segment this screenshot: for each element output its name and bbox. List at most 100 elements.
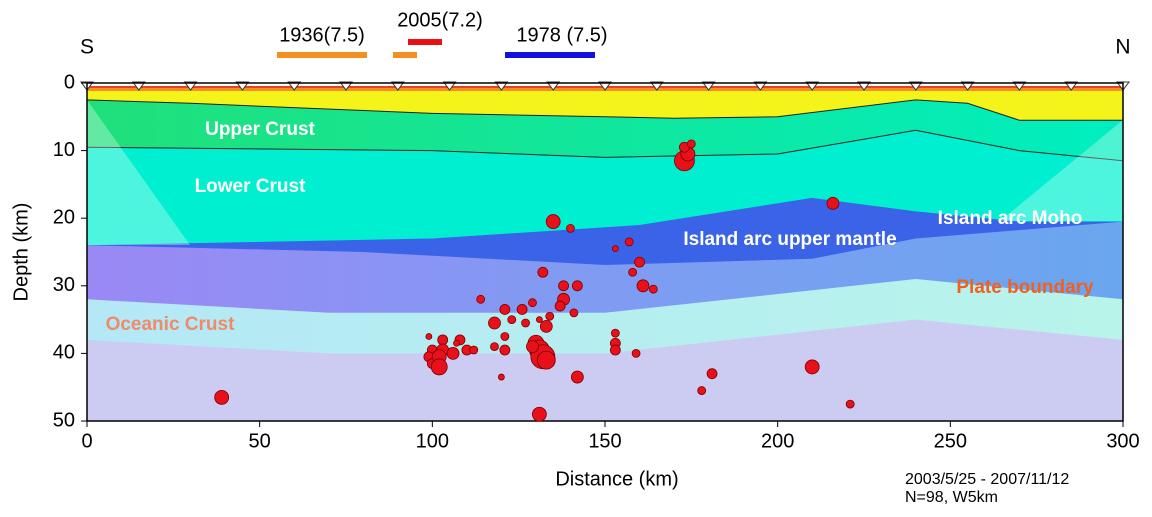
earthquake [497, 373, 505, 381]
station [598, 81, 612, 91]
station [701, 81, 716, 91]
shade-right [1000, 120, 1123, 221]
footnote: 2003/5/25 - 2007/11/12 [905, 471, 1069, 488]
station [805, 81, 820, 91]
event-label: 2005(7.2) [397, 9, 483, 31]
earthquake [535, 316, 543, 324]
earthquake [558, 280, 569, 292]
y-tick-label: 10 [53, 139, 75, 161]
earthquake [469, 345, 479, 355]
layer-label: Oceanic Crust [106, 314, 235, 335]
x-axis-label: Distance (km) [555, 468, 678, 490]
earthquake [425, 333, 433, 340]
station [908, 81, 923, 91]
earthquake [500, 332, 510, 341]
x-tick-label: 50 [249, 430, 271, 452]
station [390, 81, 405, 91]
earthquake [488, 316, 501, 330]
earthquake [507, 315, 517, 325]
x-tick-label: 200 [761, 430, 794, 452]
earthquake [554, 300, 566, 312]
earthquake [531, 406, 547, 422]
y-tick-label: 30 [53, 274, 75, 296]
layer-label: Plate boundary [956, 277, 1094, 298]
event-bar [408, 39, 442, 45]
x-tick-label: 300 [1106, 430, 1139, 452]
event-label: 1978 (7.5) [516, 24, 607, 46]
station [235, 81, 250, 91]
y-axis-label: Depth (km) [10, 203, 32, 302]
station [494, 81, 509, 91]
earthquake [499, 304, 511, 315]
earthquake [610, 328, 620, 338]
station [857, 81, 871, 91]
station [442, 81, 457, 91]
station [1012, 81, 1027, 91]
earthquake [430, 358, 448, 376]
earthquake [697, 386, 707, 395]
y-tick-label: 40 [53, 342, 75, 364]
station [546, 81, 561, 91]
layer-label: Island arc upper mantle [683, 229, 896, 250]
earthquake [526, 340, 539, 354]
station [753, 81, 768, 91]
event-bar [505, 52, 595, 58]
event-label: 1936(7.5) [279, 24, 365, 46]
earthquake [686, 139, 696, 149]
earthquake [528, 298, 537, 308]
earthquake [214, 389, 230, 405]
x-tick-label: 150 [588, 430, 621, 452]
earthquake [437, 334, 449, 346]
earthquake [631, 348, 641, 358]
earthquake [499, 344, 511, 356]
earthquake [516, 304, 528, 315]
event-bar [393, 52, 417, 58]
earthquake [571, 280, 583, 292]
layer-label: Lower Crust [195, 176, 307, 197]
layer-label: Island arc Moho [938, 208, 1083, 229]
earthquake [570, 370, 584, 384]
earthquake [804, 359, 820, 375]
station [183, 81, 198, 91]
earthquake [634, 256, 645, 268]
earthquake [624, 237, 634, 247]
earthquake [609, 344, 621, 356]
earthquake [569, 308, 579, 318]
earthquake [545, 311, 555, 321]
y-tick-label: 50 [53, 409, 75, 431]
edge-label: N [1115, 36, 1130, 59]
earthquake [536, 350, 556, 370]
earthquake [490, 342, 499, 352]
earthquake [521, 318, 530, 328]
y-tick-label: 20 [53, 206, 75, 228]
earthquake [476, 294, 486, 304]
edge-label: S [80, 36, 94, 59]
station [287, 81, 302, 91]
earthquake [611, 245, 619, 253]
station [1064, 81, 1079, 91]
shade-left [87, 100, 190, 245]
earthquake [566, 223, 575, 233]
earthquake [545, 214, 561, 229]
footnote: N=98, W5km [905, 489, 998, 506]
earthquake [636, 279, 650, 293]
layer-oceanic-mantle [87, 319, 1123, 421]
event-bar [277, 52, 367, 58]
earthquake [845, 399, 855, 409]
earthquake [539, 319, 553, 333]
earthquake [706, 368, 718, 380]
layers [87, 86, 1123, 421]
station [131, 81, 146, 91]
layer-label: Upper Crust [205, 119, 315, 140]
x-tick-label: 250 [934, 430, 967, 452]
earthquake [446, 346, 460, 360]
earthquake [537, 266, 549, 278]
earthquake [826, 196, 840, 210]
y-tick-label: 0 [64, 71, 75, 93]
earthquake [648, 284, 658, 294]
x-tick-label: 100 [416, 430, 449, 452]
station [960, 81, 975, 91]
earthquake [453, 339, 460, 347]
station [339, 81, 353, 91]
